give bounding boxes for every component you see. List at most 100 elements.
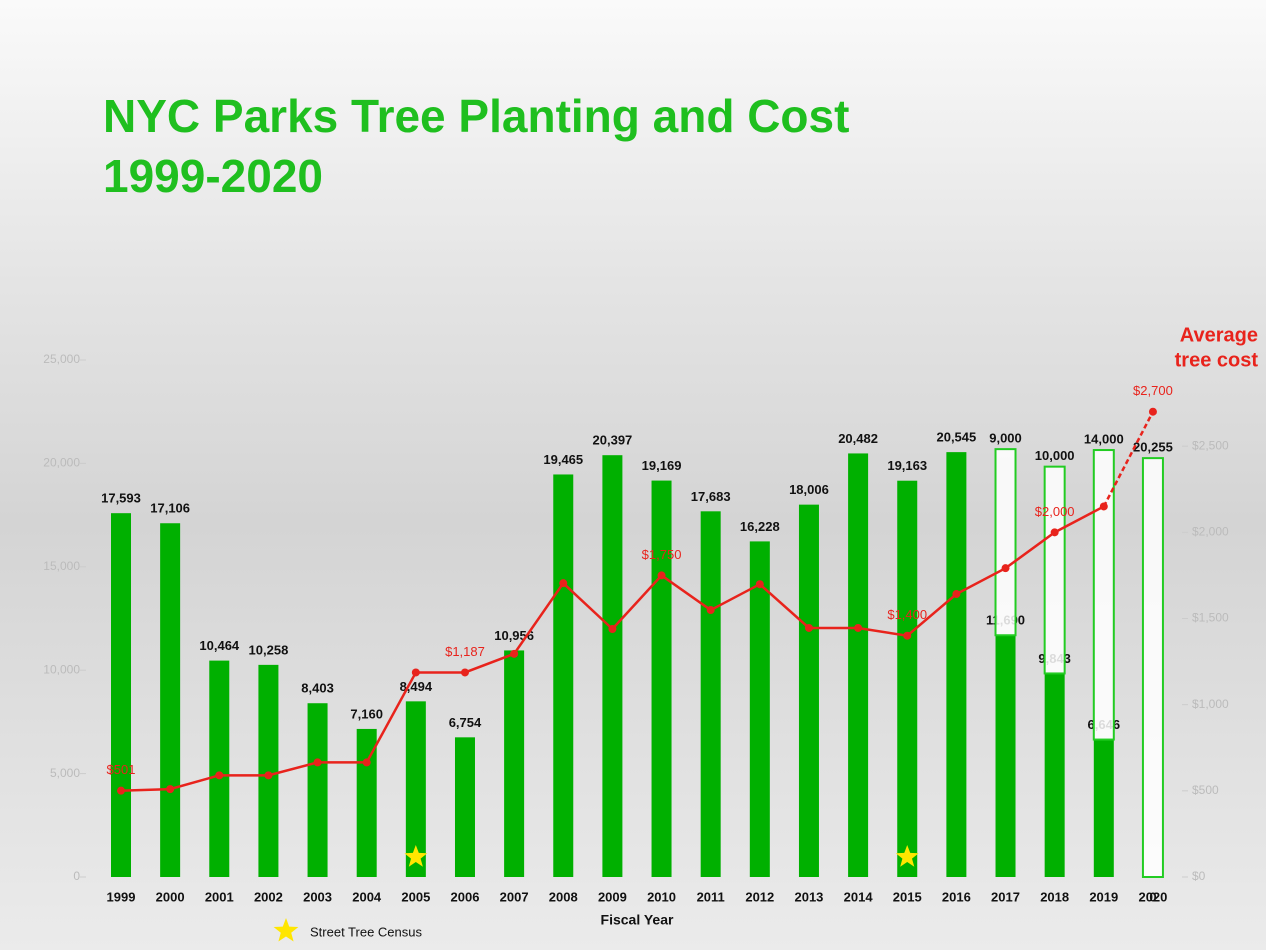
x-tick-label: 2016: [942, 889, 971, 904]
x-tick-label: 2009: [598, 889, 627, 904]
page: NYC Parks Tree Planting and Cost 1999-20…: [0, 0, 1266, 950]
data-label: 0: [1149, 889, 1156, 904]
chart: NYC Parks Tree Planting and Cost 1999-20…: [0, 0, 1266, 950]
data-label: $2,000: [1035, 504, 1075, 519]
data-label: 17,106: [150, 501, 190, 516]
data-label: 17,593: [101, 491, 141, 506]
chart-title: NYC Parks Tree Planting and Cost: [103, 90, 849, 142]
bar: [308, 703, 328, 877]
point: [805, 624, 813, 632]
point: [461, 668, 469, 676]
x-tick-label: 2014: [844, 889, 874, 904]
y-tick-label: 5,000: [50, 766, 80, 780]
point: [903, 632, 911, 640]
x-tick-label: 2010: [647, 889, 676, 904]
x-tick-label: 2012: [745, 889, 774, 904]
point: [756, 580, 764, 588]
x-tick-label: 2006: [451, 889, 480, 904]
x-tick-label: 2018: [1040, 889, 1069, 904]
point: [264, 771, 272, 779]
annotation: Average: [1180, 324, 1258, 346]
y2-tick-label: $2,500: [1192, 438, 1229, 452]
y-tick-label: 25,000: [43, 352, 80, 366]
data-label: 20,482: [838, 431, 878, 446]
data-label: $1,750: [642, 547, 682, 562]
data-label: 7,160: [350, 706, 383, 721]
data-label: 20,545: [936, 430, 976, 445]
point: [510, 650, 518, 658]
legend-label: Street Tree Census: [310, 924, 422, 939]
y-tick-label: 10,000: [43, 662, 80, 676]
data-label: 10,464: [199, 638, 240, 653]
bar-outline: [1045, 467, 1065, 674]
bar-outline: [1094, 450, 1114, 740]
bar: [160, 523, 180, 877]
point: [707, 606, 715, 614]
data-label: 17,683: [691, 489, 731, 504]
data-label: $1,400: [887, 607, 927, 622]
point: [658, 571, 666, 579]
data-label: 6,754: [449, 715, 482, 730]
y-tick-label: 0: [73, 869, 80, 883]
point: [1002, 564, 1010, 572]
point: [1100, 502, 1108, 510]
point: [215, 771, 223, 779]
bar-outline: [1143, 458, 1163, 877]
background: [0, 0, 1266, 950]
data-label: 19,163: [887, 458, 927, 473]
data-label: 10,000: [1035, 448, 1075, 463]
data-label: $1,187: [445, 644, 485, 659]
bar: [848, 453, 868, 877]
bar-outline: [996, 449, 1016, 635]
x-tick-label: 2000: [156, 889, 185, 904]
annotation: tree cost: [1175, 349, 1259, 371]
bar: [701, 511, 721, 877]
y2-tick-label: $1,000: [1192, 697, 1229, 711]
x-tick-label: 2017: [991, 889, 1020, 904]
bar: [111, 513, 131, 877]
point: [117, 787, 125, 795]
x-axis-title: Fiscal Year: [601, 912, 674, 928]
bar: [946, 452, 966, 877]
data-label: 18,006: [789, 482, 829, 497]
data-label: 14,000: [1084, 431, 1124, 446]
bar: [209, 661, 229, 877]
bar: [1094, 740, 1114, 877]
bar: [504, 650, 524, 877]
x-tick-label: 2007: [500, 889, 529, 904]
data-label: $2,700: [1133, 383, 1173, 398]
point: [608, 625, 616, 633]
point: [363, 758, 371, 766]
bar: [553, 474, 573, 877]
y2-tick-label: $0: [1192, 869, 1206, 883]
bar: [1045, 673, 1065, 877]
data-label: 16,228: [740, 519, 780, 534]
x-tick-label: 1999: [107, 889, 136, 904]
x-tick-label: 2001: [205, 889, 234, 904]
x-tick-label: 2013: [794, 889, 823, 904]
bar: [897, 481, 917, 877]
data-label: 8,403: [301, 681, 334, 696]
y2-tick-label: $1,500: [1192, 611, 1229, 625]
point: [559, 579, 567, 587]
y2-tick-label: $500: [1192, 783, 1219, 797]
bar: [455, 737, 475, 877]
y-tick-label: 15,000: [43, 559, 80, 573]
x-tick-label: 2003: [303, 889, 332, 904]
point: [166, 785, 174, 793]
data-label: 20,397: [593, 433, 633, 448]
bar: [602, 455, 622, 877]
point: [412, 668, 420, 676]
y2-tick-label: $2,000: [1192, 525, 1229, 539]
data-label: 20,255: [1133, 440, 1173, 455]
point: [1149, 408, 1157, 416]
bar: [996, 635, 1016, 877]
point: [854, 624, 862, 632]
x-tick-label: 2008: [549, 889, 578, 904]
data-label: 19,465: [543, 452, 583, 467]
y-tick-label: 20,000: [43, 456, 80, 470]
point: [1051, 528, 1059, 536]
bar: [799, 505, 819, 877]
bar: [258, 665, 278, 877]
data-label: 9,000: [989, 431, 1022, 446]
